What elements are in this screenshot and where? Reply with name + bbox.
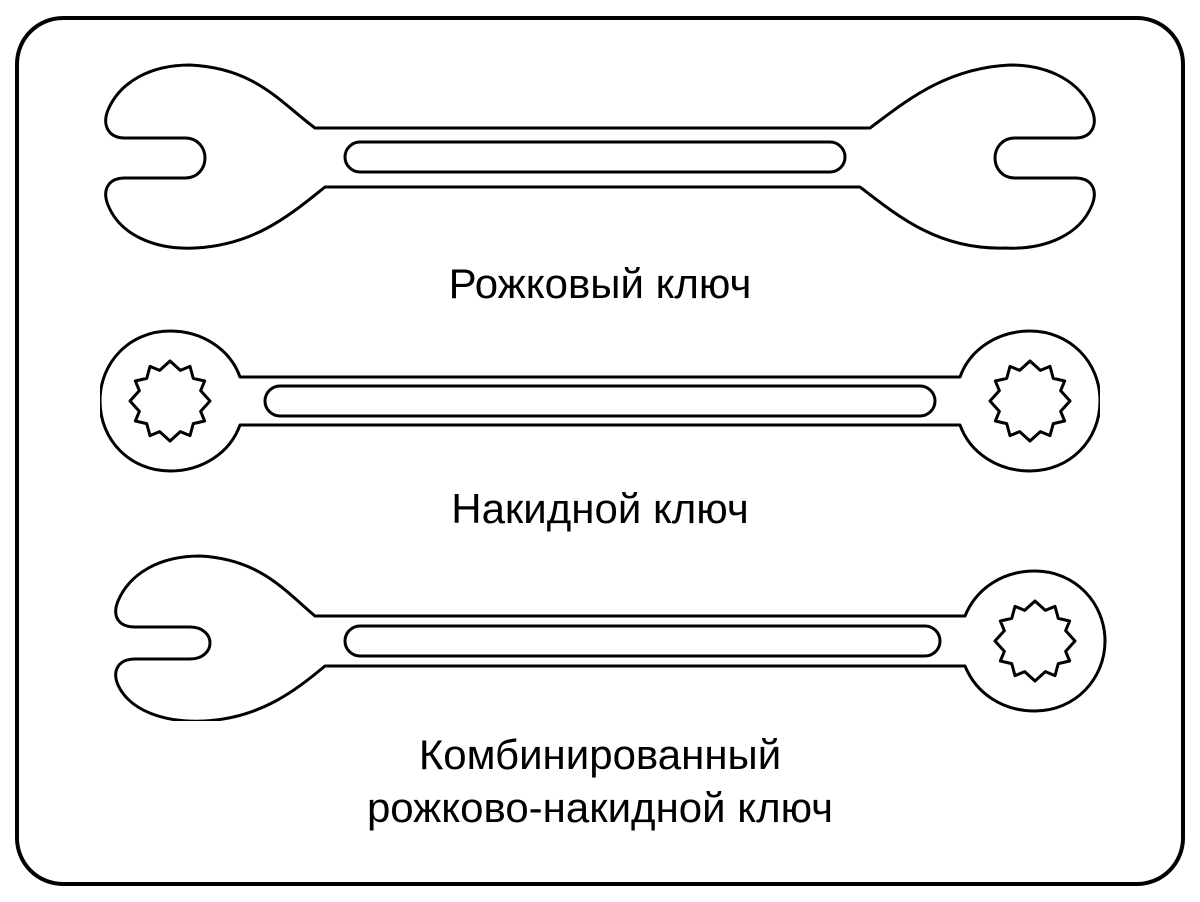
wrench-open-end-icon [80, 60, 1120, 250]
wrench-box-end-label: Накидной ключ [451, 483, 749, 536]
wrench-combination-icon [90, 551, 1110, 721]
wrench-combination-section: Комбинированныйрожково-накидной ключ [49, 551, 1151, 834]
wrench-open-end-section: Рожковый ключ [49, 60, 1151, 327]
diagram-frame: Рожковый ключ Накидной ключ [15, 16, 1185, 886]
wrench-box-end-section: Накидной ключ [49, 327, 1151, 552]
wrench-box-end-icon [100, 327, 1100, 475]
wrench-open-end-label: Рожковый ключ [449, 258, 752, 311]
wrench-combination-label: Комбинированныйрожково-накидной ключ [367, 729, 833, 834]
